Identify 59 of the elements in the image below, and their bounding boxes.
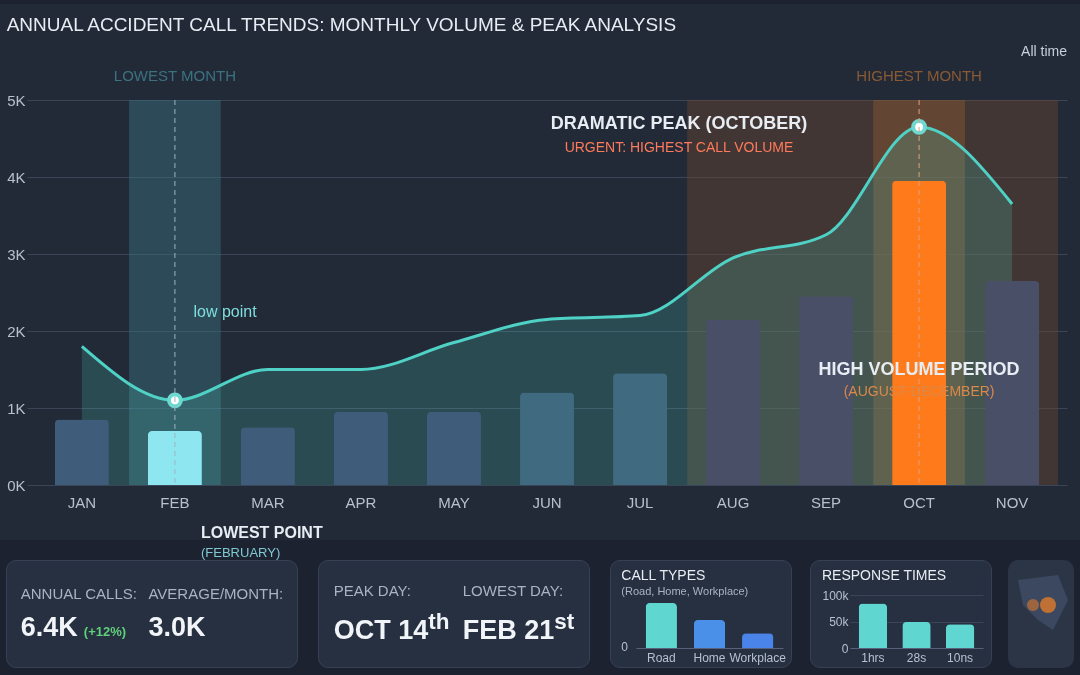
x-tick-label: MAY (438, 493, 470, 511)
text: All time (1021, 43, 1068, 59)
x-tick-label: Road (646, 650, 676, 665)
chart-title: CALL TYPES (621, 567, 706, 583)
bar (240, 427, 295, 485)
chart-title: RESPONSE TIMES (821, 567, 947, 583)
bar (706, 319, 761, 485)
y-tick-label: 2K (7, 322, 26, 340)
annotation: LOWEST POINT (200, 524, 323, 541)
y-tick-label: 5K (7, 91, 26, 109)
chart-title: ANNUAL ACCIDENT CALL TRENDS: MONTHLY VOLUME & PEAK ANALYSIS (6, 14, 677, 35)
text: FEB 21$^{st}$ (462, 609, 575, 646)
x-tick-label: 28s (906, 650, 927, 665)
y-tick-label: 0 (841, 641, 849, 656)
x-tick-label: NOV (995, 493, 1029, 511)
annotation: low point (193, 303, 258, 320)
bar (427, 411, 481, 485)
x-tick-label: Home (693, 650, 726, 665)
y-tick-label: 50k (829, 615, 850, 629)
x-tick-label: AUG (716, 493, 750, 511)
x-tick-label: APR (345, 493, 377, 511)
bar (902, 622, 931, 648)
annotation: URGENT: HIGHEST CALL VOLUME (564, 139, 794, 155)
text: PEAK DAY: (333, 582, 411, 599)
x-tick-label: 1hrs (861, 650, 885, 665)
bar (520, 392, 574, 485)
x-tick-label: 10ns (947, 650, 974, 665)
band-label: LOWEST MONTH (113, 67, 237, 84)
bar (54, 419, 109, 485)
bar (147, 431, 202, 485)
text: (+12%) (83, 624, 127, 639)
bar (945, 624, 975, 648)
text: LOWEST DAY: (462, 582, 564, 599)
text: 6.4K (20, 612, 78, 642)
bar (858, 603, 888, 648)
x-tick-label: OCT (903, 493, 935, 511)
x-tick-label: FEB (160, 493, 190, 511)
text: (FEBRUARY) (201, 545, 281, 560)
x-tick-label: SEP (811, 493, 842, 511)
annotation: DRAMATIC PEAK (OCTOBER) (550, 113, 808, 133)
bar (333, 411, 388, 485)
y-tick-label: 100k (822, 588, 850, 603)
y-tick-label: 1K (7, 399, 26, 417)
bar (613, 373, 667, 485)
y-tick-label: 0K (7, 476, 26, 494)
text: AVERAGE/MONTH: (148, 585, 284, 602)
text: ANNUAL CALLS: (20, 585, 137, 602)
text: 0 (621, 640, 629, 654)
x-tick-label: JUN (532, 493, 562, 511)
x-tick-label: JAN (67, 493, 97, 511)
text: 3.0K (148, 612, 206, 643)
text: OCT 14$^{th}$ (333, 609, 450, 646)
x-tick-label: Workplace (729, 650, 787, 665)
y-tick-label: 4K (7, 168, 26, 186)
y-tick-label: 3K (7, 245, 26, 263)
chart-subtitle: (Road, Home, Workplace) (621, 585, 749, 597)
x-tick-label: JUL (626, 493, 654, 511)
x-tick-label: MAR (251, 493, 285, 511)
band-label: HIGHEST MONTH (856, 67, 982, 84)
